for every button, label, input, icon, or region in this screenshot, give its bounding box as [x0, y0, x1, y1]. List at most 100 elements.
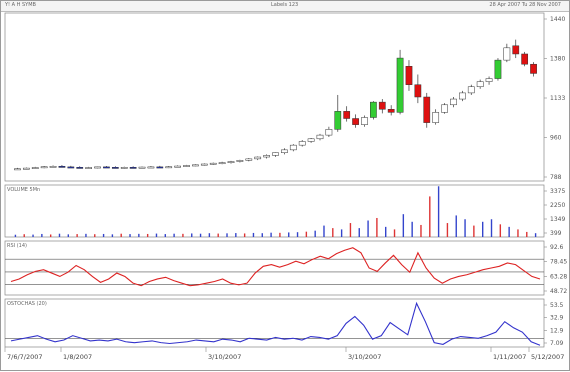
rsi-tick-label: 92.6: [550, 244, 564, 251]
candle-body: [129, 167, 137, 169]
rsi-panel-border: [4, 240, 545, 296]
candle-body: [192, 164, 199, 167]
candle-body: [272, 152, 279, 156]
candle-body: [227, 161, 235, 163]
candle-body: [94, 166, 101, 169]
candle-body: [405, 66, 413, 85]
candle-body: [174, 165, 181, 168]
candle-body: [485, 78, 493, 82]
rsi-tick-label: 78.45: [550, 259, 567, 266]
oscillator-panel-label: OSTOCHAS (20): [7, 301, 47, 307]
chart-header: Y! A H SYMB Labels 123 28 Apr 2007 Tu 28…: [1, 1, 569, 12]
oscillator-panel: OSTOCHAS (20) 53.5 32.9 12.9 7.09: [5, 301, 564, 347]
volume-panel: VOLUME 5Mn 3375 2250 1349 399: [7, 186, 565, 237]
oscillator-tick-label: 7.09: [550, 340, 564, 347]
candle-body: [200, 163, 208, 166]
volume-tick-label: 1349: [550, 216, 565, 223]
candle-body: [343, 111, 351, 119]
candle-body: [254, 156, 262, 160]
candle-body: [165, 166, 173, 169]
candle-body: [103, 166, 110, 169]
candle-body: [209, 162, 217, 165]
price-tick-label: 1380: [550, 56, 565, 63]
panel-frames: [4, 12, 545, 348]
volume-panel-border: [4, 184, 545, 238]
x-tick-label: 3/10/2007: [348, 353, 381, 361]
candle-body: [85, 167, 93, 169]
candle-body: [67, 166, 75, 169]
candle-body: [138, 166, 146, 169]
candle-body: [111, 167, 119, 169]
price-tick-label: 1440: [550, 16, 565, 23]
candle-body: [316, 134, 324, 140]
candle-body: [298, 141, 306, 146]
rsi-panel-label: RSI (14): [7, 243, 27, 249]
candle-body: [49, 165, 57, 168]
candle-body: [14, 168, 21, 171]
candle-body: [147, 166, 155, 169]
candle-body: [503, 47, 511, 61]
candle-body: [370, 101, 377, 118]
candle-body: [156, 166, 164, 169]
candle-body: [334, 111, 342, 130]
candle-body: [423, 96, 431, 123]
header-center: Labels 123: [271, 2, 299, 8]
candle-body: [183, 165, 190, 167]
candle-body: [325, 129, 333, 136]
oscillator-tick-label: 32.9: [550, 315, 564, 322]
volume-tick-label: 2250: [550, 202, 565, 209]
price-tick-label: 1133: [550, 95, 565, 102]
candle-body: [361, 117, 368, 125]
candle-body: [530, 63, 537, 74]
header-right: 28 Apr 2007 Tu 28 Nov 2007: [489, 2, 561, 8]
candle-body: [396, 57, 404, 113]
candle-body: [387, 109, 395, 113]
candle-body: [40, 166, 48, 169]
x-tick-label: 5/12/2007: [531, 353, 564, 361]
candle-body: [289, 144, 297, 151]
oscillator-tick-label: 53.5: [550, 302, 564, 309]
candle-body: [494, 59, 502, 79]
candle-body: [441, 104, 448, 113]
volume-tick-label: 3375: [550, 188, 565, 195]
price-panel: 1440 1380 1133 960 788: [14, 16, 565, 181]
candle-body: [521, 53, 529, 65]
rsi-tick-label: 63.28: [550, 273, 567, 280]
candle-body: [352, 118, 359, 125]
rsi-panel: RSI (14) 92.6 78.45 63.28 48.72: [5, 243, 567, 295]
candle-body: [467, 86, 475, 94]
price-tick-label: 788: [550, 174, 562, 181]
candle-body: [58, 165, 66, 168]
candle-body: [512, 45, 520, 55]
candle-body: [31, 167, 39, 169]
candle-body: [459, 92, 466, 100]
candle-body: [432, 112, 440, 123]
x-tick-label: 3/10/2007: [208, 353, 241, 361]
candle-body: [120, 167, 128, 169]
oscillator-tick-label: 12.9: [550, 327, 564, 334]
x-axis: 7/6/7/2007 1/8/2007 3/10/2007 3/10/2007 1/11…: [4, 347, 564, 361]
header-left: Y! A H SYMB: [5, 2, 36, 8]
x-tick-label: 1/11/2007: [493, 353, 526, 361]
candle-body: [236, 160, 244, 162]
volume-tick-label: 399: [550, 230, 562, 237]
candle-body: [281, 149, 288, 153]
candle-body: [450, 98, 457, 106]
candle-body: [245, 158, 253, 161]
volume-panel-label: VOLUME 5Mn: [7, 187, 40, 193]
candle-body: [263, 155, 270, 158]
price-tick-label: 960: [550, 135, 562, 142]
candle-body: [476, 81, 484, 88]
oscillator-series-line: [10, 301, 541, 346]
candle-body: [307, 138, 315, 142]
candle-body: [414, 84, 422, 98]
rsi-tick-label: 48.72: [550, 288, 567, 295]
candle-body: [22, 167, 30, 170]
x-tick-label: 1/8/2007: [63, 353, 92, 361]
candle-body: [378, 101, 386, 110]
candle-body: [218, 162, 226, 165]
candle-body: [76, 167, 84, 169]
rsi-series-line: [10, 247, 541, 287]
